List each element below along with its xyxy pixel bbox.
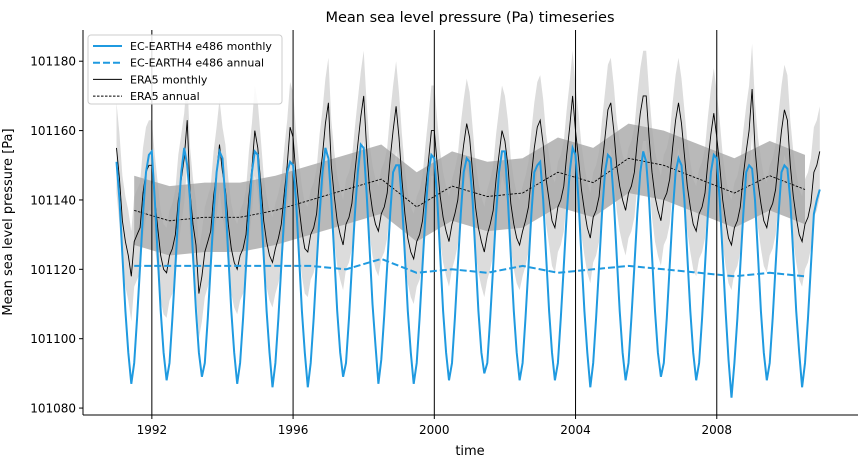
x-axis-label: time [455, 444, 484, 459]
y-tick-label: 101100 [30, 332, 76, 346]
y-tick-label: 101160 [30, 124, 76, 138]
y-axis-label: Mean sea level pressure [Pa] [1, 128, 16, 315]
uncertainty-bands [116, 43, 820, 339]
x-ticks: 1992 1996 2000 2004 2008 [137, 415, 732, 437]
legend-label: ERA5 annual [130, 90, 200, 103]
legend-box [87, 34, 283, 105]
era5-annual-band [134, 123, 805, 256]
x-tick-label: 1996 [278, 423, 309, 437]
y-ticks: 101080 101100 101120 101140 101160 101180 [30, 55, 83, 416]
x-tick-label: 1992 [137, 423, 168, 437]
y-tick-label: 101080 [30, 402, 76, 416]
legend: EC-EARTH4 e486 monthly EC-EARTH4 e486 ann… [87, 34, 283, 105]
legend-label: ERA5 monthly [130, 73, 208, 86]
x-tick-label: 2000 [419, 423, 450, 437]
y-tick-label: 101180 [30, 55, 76, 69]
era5-monthly-band [116, 43, 820, 339]
chart-title: Mean sea level pressure (Pa) timeseries [325, 10, 614, 26]
x-gridlines [151, 30, 718, 415]
series-lines [115, 88, 821, 398]
legend-label: EC-EARTH4 e486 monthly [130, 40, 272, 53]
x-tick-label: 2008 [701, 423, 732, 437]
era5-monthly-line [116, 88, 821, 294]
era5-annual-line [134, 157, 806, 222]
y-tick-label: 101140 [30, 193, 76, 207]
ec-earth4-monthly-line [115, 142, 821, 398]
ec-earth4-annual-line [134, 257, 806, 278]
x-tick-label: 2004 [560, 423, 591, 437]
legend-label: EC-EARTH4 e486 annual [130, 57, 264, 70]
y-tick-label: 101120 [30, 263, 76, 277]
